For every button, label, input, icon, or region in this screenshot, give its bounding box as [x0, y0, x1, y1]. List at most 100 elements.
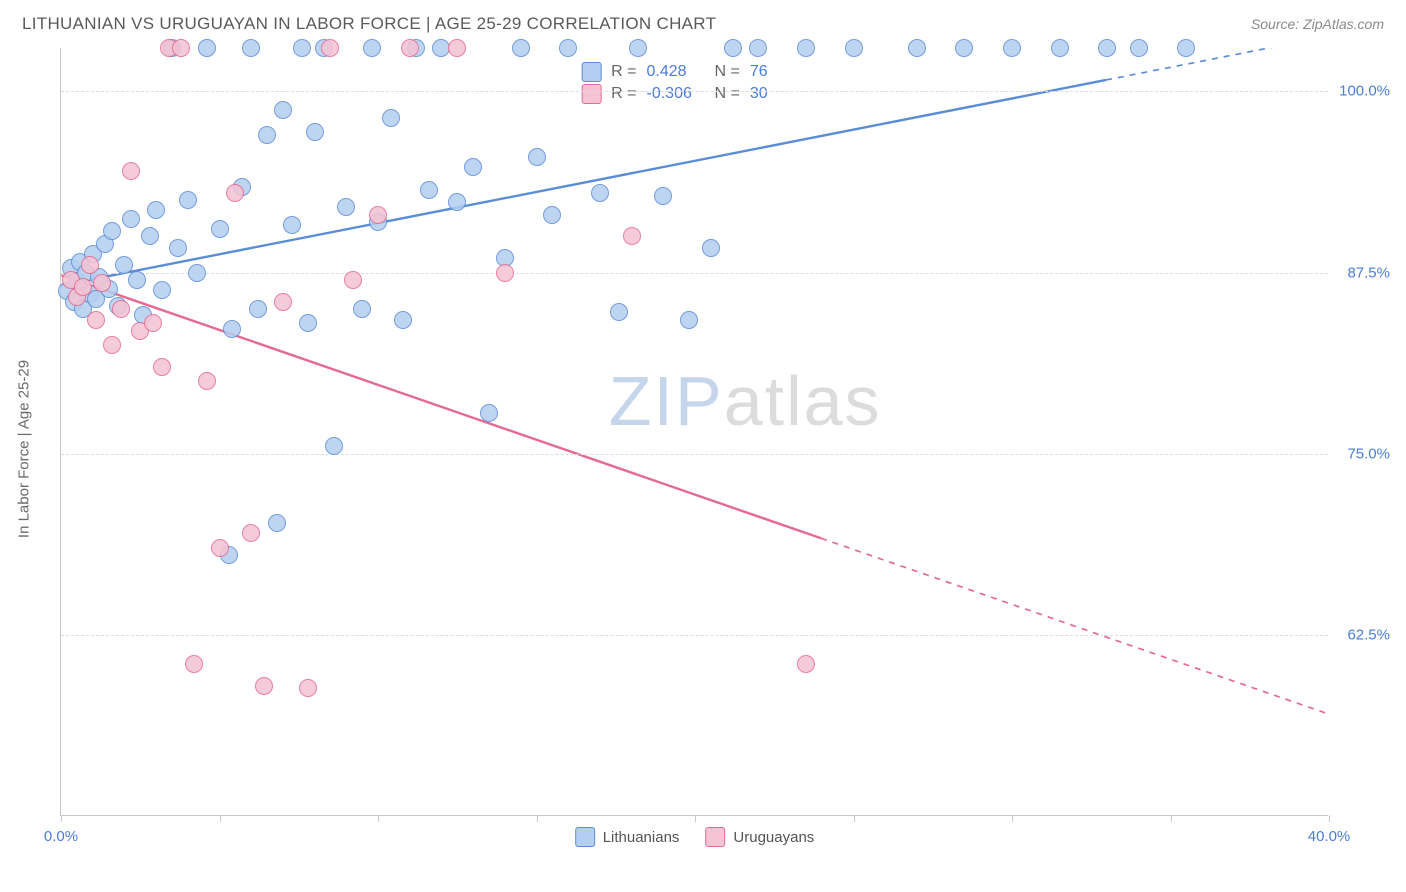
data-point: [629, 39, 647, 57]
data-point: [543, 206, 561, 224]
data-point: [1003, 39, 1021, 57]
stats-box: R =0.428N =76R =-0.306N =30: [573, 56, 816, 110]
data-point: [724, 39, 742, 57]
data-point: [623, 227, 641, 245]
x-tick: [1012, 815, 1013, 822]
x-tick: [61, 815, 62, 822]
legend-swatch: [581, 84, 601, 104]
data-point: [325, 437, 343, 455]
data-point: [1177, 39, 1195, 57]
legend-swatch: [575, 827, 595, 847]
data-point: [363, 39, 381, 57]
trend-lines-layer: [61, 48, 1328, 815]
data-point: [448, 39, 466, 57]
plot-region: ZIPatlas R =0.428N =76R =-0.306N =30 Lit…: [60, 48, 1328, 816]
legend-item: Uruguayans: [705, 827, 814, 847]
r-value: -0.306: [647, 85, 705, 103]
data-point: [223, 320, 241, 338]
data-point: [337, 198, 355, 216]
data-point: [464, 158, 482, 176]
data-point: [321, 39, 339, 57]
data-point: [420, 181, 438, 199]
n-label: N =: [715, 63, 740, 81]
trend-line-solid: [61, 80, 1106, 285]
data-point: [845, 39, 863, 57]
legend-item: Lithuanians: [575, 827, 680, 847]
data-point: [496, 264, 514, 282]
data-point: [74, 278, 92, 296]
data-point: [153, 358, 171, 376]
n-value: 30: [750, 85, 808, 103]
gridline-h: [61, 454, 1328, 455]
trend-line-solid: [61, 275, 821, 538]
data-point: [211, 220, 229, 238]
data-point: [81, 256, 99, 274]
y-tick-label: 75.0%: [1347, 445, 1390, 462]
x-tick: [854, 815, 855, 822]
data-point: [93, 274, 111, 292]
data-point: [528, 148, 546, 166]
data-point: [512, 39, 530, 57]
data-point: [198, 372, 216, 390]
gridline-h: [61, 273, 1328, 274]
data-point: [353, 300, 371, 318]
data-point: [299, 314, 317, 332]
legend-swatch: [581, 62, 601, 82]
x-tick-label: 0.0%: [44, 828, 78, 845]
x-tick: [378, 815, 379, 822]
y-tick-label: 100.0%: [1339, 83, 1390, 100]
x-tick: [537, 815, 538, 822]
data-point: [226, 184, 244, 202]
data-point: [103, 222, 121, 240]
data-point: [344, 271, 362, 289]
legend-label: Uruguayans: [733, 829, 814, 846]
r-label: R =: [611, 85, 636, 103]
y-axis-label: In Labor Force | Age 25-29: [16, 360, 33, 538]
data-point: [179, 191, 197, 209]
x-tick-label: 40.0%: [1308, 828, 1351, 845]
legend-label: Lithuanians: [603, 829, 680, 846]
chart-area: In Labor Force | Age 25-29 ZIPatlas R =0…: [46, 48, 1388, 850]
data-point: [87, 311, 105, 329]
r-value: 0.428: [647, 63, 705, 81]
data-point: [249, 300, 267, 318]
data-point: [141, 227, 159, 245]
data-point: [382, 109, 400, 127]
data-point: [274, 101, 292, 119]
data-point: [293, 39, 311, 57]
data-point: [394, 311, 412, 329]
data-point: [1051, 39, 1069, 57]
data-point: [480, 404, 498, 422]
data-point: [749, 39, 767, 57]
data-point: [144, 314, 162, 332]
y-tick-label: 87.5%: [1347, 264, 1390, 281]
data-point: [702, 239, 720, 257]
y-tick-label: 62.5%: [1347, 626, 1390, 643]
data-point: [610, 303, 628, 321]
legend-swatch: [705, 827, 725, 847]
watermark: ZIPatlas: [609, 361, 882, 441]
data-point: [955, 39, 973, 57]
data-point: [306, 123, 324, 141]
source-label: Source: ZipAtlas.com: [1251, 16, 1384, 32]
n-label: N =: [715, 85, 740, 103]
data-point: [128, 271, 146, 289]
legend: Lithuanians Uruguayans: [575, 827, 815, 847]
data-point: [283, 216, 301, 234]
data-point: [797, 655, 815, 673]
gridline-h: [61, 635, 1328, 636]
data-point: [185, 655, 203, 673]
data-point: [172, 39, 190, 57]
data-point: [242, 39, 260, 57]
chart-title: LITHUANIAN VS URUGUAYAN IN LABOR FORCE |…: [22, 14, 716, 34]
data-point: [169, 239, 187, 257]
data-point: [797, 39, 815, 57]
data-point: [147, 201, 165, 219]
data-point: [908, 39, 926, 57]
data-point: [559, 39, 577, 57]
data-point: [448, 193, 466, 211]
data-point: [188, 264, 206, 282]
x-tick: [1171, 815, 1172, 822]
data-point: [680, 311, 698, 329]
data-point: [255, 677, 273, 695]
